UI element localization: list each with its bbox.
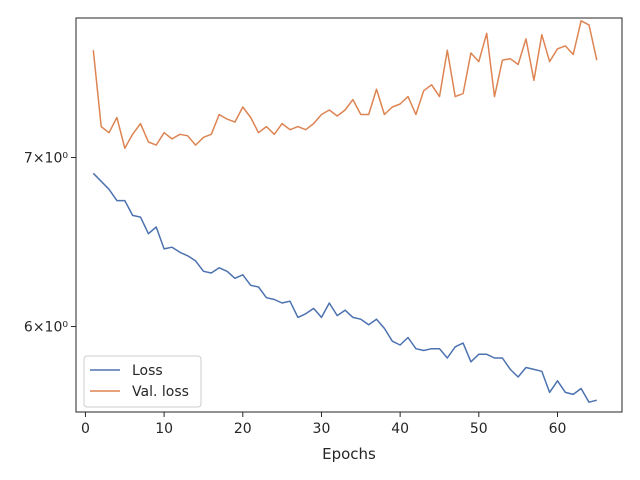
x-tick-label: 30 bbox=[313, 421, 331, 437]
series-layer bbox=[92, 20, 598, 403]
y-tick-label: 6×10⁰ bbox=[24, 320, 68, 336]
x-tick-label: 0 bbox=[81, 421, 90, 437]
x-axis-label: Epochs bbox=[322, 445, 376, 463]
series-line-loss bbox=[92, 172, 597, 403]
legend-label-loss: Loss bbox=[132, 363, 163, 379]
x-tick-label: 60 bbox=[549, 421, 567, 437]
legend-frame bbox=[83, 355, 202, 408]
x-tick-label: 20 bbox=[234, 421, 252, 437]
legend-label-val-loss: Val. loss bbox=[132, 384, 189, 400]
x-tick-label: 10 bbox=[155, 421, 173, 437]
axis-ticks: 0 10 20 30 40 50 60 7×10⁰ 6×10⁰ bbox=[24, 151, 566, 437]
y-tick-label: 7×10⁰ bbox=[24, 151, 68, 167]
x-tick-label: 40 bbox=[391, 421, 409, 437]
plot-frame bbox=[75, 17, 623, 413]
series-line-val-loss bbox=[92, 20, 598, 149]
x-tick-label: 50 bbox=[470, 421, 488, 437]
legend: Loss Val. loss bbox=[83, 355, 202, 408]
